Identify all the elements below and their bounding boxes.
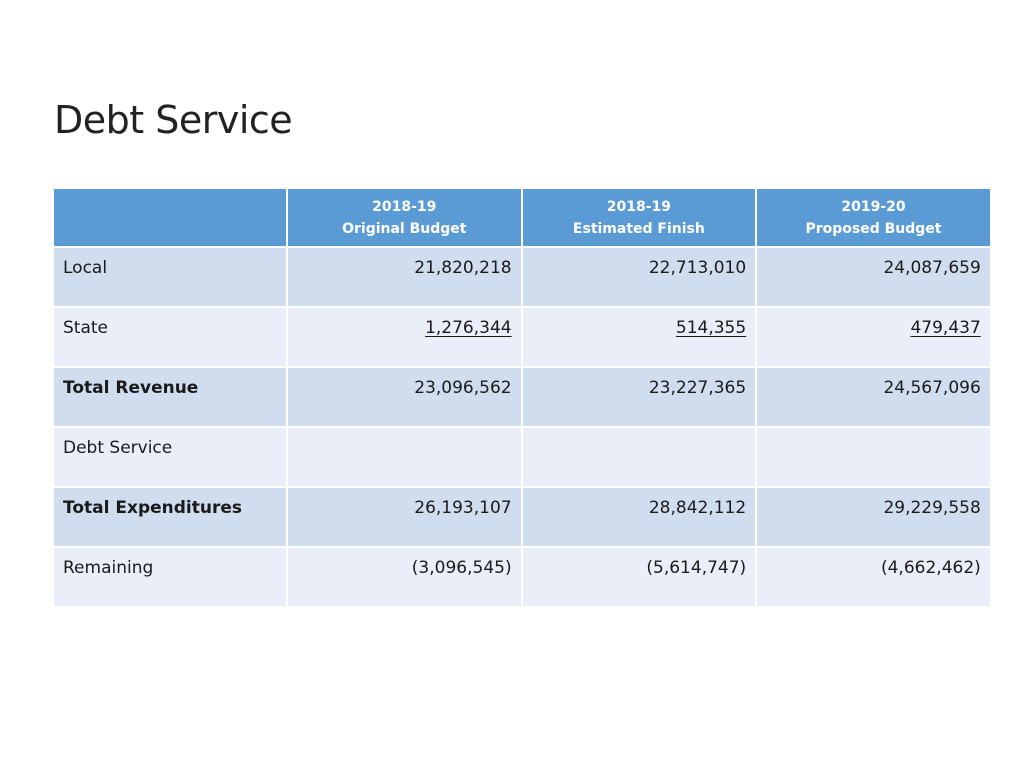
cell-proposed-budget: (4,662,462): [755, 546, 992, 608]
cell-value: 514,355: [675, 318, 747, 338]
debt-service-table: 2018-19 Original Budget 2018-19 Estimate…: [52, 187, 992, 608]
cell-value: 24,087,659: [883, 258, 981, 278]
header-cell-original-budget: 2018-19 Original Budget: [286, 187, 523, 248]
cell-estimated-finish: [520, 426, 758, 488]
cell-value: 23,096,562: [414, 378, 512, 398]
table-header-row: 2018-19 Original Budget 2018-19 Estimate…: [52, 187, 992, 248]
header-year: 2018-19: [372, 198, 437, 215]
header-cell-label: [52, 187, 288, 248]
cell-original-budget: 21,820,218: [286, 246, 523, 308]
cell-original-budget: [286, 426, 523, 488]
header-year: 2018-19: [606, 198, 672, 215]
cell-original-budget: 23,096,562: [286, 366, 523, 428]
row-label: State: [52, 306, 288, 368]
cell-estimated-finish: 22,713,010: [520, 246, 758, 308]
cell-proposed-budget: 24,087,659: [755, 246, 992, 308]
table-row-remaining: Remaining (3,096,545) (5,614,747) (4,662…: [52, 546, 992, 608]
cell-value: (3,096,545): [411, 558, 512, 578]
cell-value: 24,567,096: [883, 378, 981, 398]
cell-value: 21,820,218: [414, 258, 512, 278]
cell-value: 28,842,112: [648, 498, 747, 518]
cell-proposed-budget: 24,567,096: [755, 366, 992, 428]
row-label: Local: [52, 246, 288, 308]
row-label: Total Expenditures: [52, 486, 288, 548]
cell-estimated-finish: 28,842,112: [520, 486, 758, 548]
table-row-state: State 1,276,344 514,355 479,437: [52, 306, 992, 368]
cell-value: 479,437: [910, 318, 981, 338]
cell-proposed-budget: [755, 426, 992, 488]
cell-value: (4,662,462): [880, 558, 981, 578]
header-cell-estimated-finish: 2018-19 Estimated Finish: [520, 187, 758, 248]
cell-original-budget: 26,193,107: [286, 486, 523, 548]
cell-estimated-finish: 514,355: [520, 306, 758, 368]
cell-estimated-finish: (5,614,747): [520, 546, 758, 608]
row-label: Remaining: [52, 546, 288, 608]
header-caption: Proposed Budget: [805, 220, 942, 237]
cell-original-budget: (3,096,545): [286, 546, 523, 608]
table-row-total-revenue: Total Revenue 23,096,562 23,227,365 24,5…: [52, 366, 992, 428]
cell-proposed-budget: 29,229,558: [755, 486, 992, 548]
cell-proposed-budget: 479,437: [755, 306, 992, 368]
cell-value: 26,193,107: [414, 498, 512, 518]
header-cell-proposed-budget: 2019-20 Proposed Budget: [755, 187, 992, 248]
cell-value: 23,227,365: [648, 378, 747, 398]
cell-original-budget: 1,276,344: [286, 306, 523, 368]
header-year: 2019-20: [841, 198, 906, 215]
table-row-local: Local 21,820,218 22,713,010 24,087,659: [52, 246, 992, 308]
cell-value: 22,713,010: [648, 258, 747, 278]
cell-value: 29,229,558: [883, 498, 981, 518]
row-label: Debt Service: [52, 426, 288, 488]
table-row-total-expenditures: Total Expenditures 26,193,107 28,842,112…: [52, 486, 992, 548]
row-label: Total Revenue: [52, 366, 288, 428]
page-title: Debt Service: [54, 98, 293, 142]
header-caption: Estimated Finish: [572, 220, 705, 237]
cell-estimated-finish: 23,227,365: [520, 366, 758, 428]
cell-value: (5,614,747): [646, 558, 747, 578]
table-row-debt-service: Debt Service: [52, 426, 992, 488]
cell-value: 1,276,344: [425, 318, 512, 338]
header-caption: Original Budget: [342, 220, 467, 237]
